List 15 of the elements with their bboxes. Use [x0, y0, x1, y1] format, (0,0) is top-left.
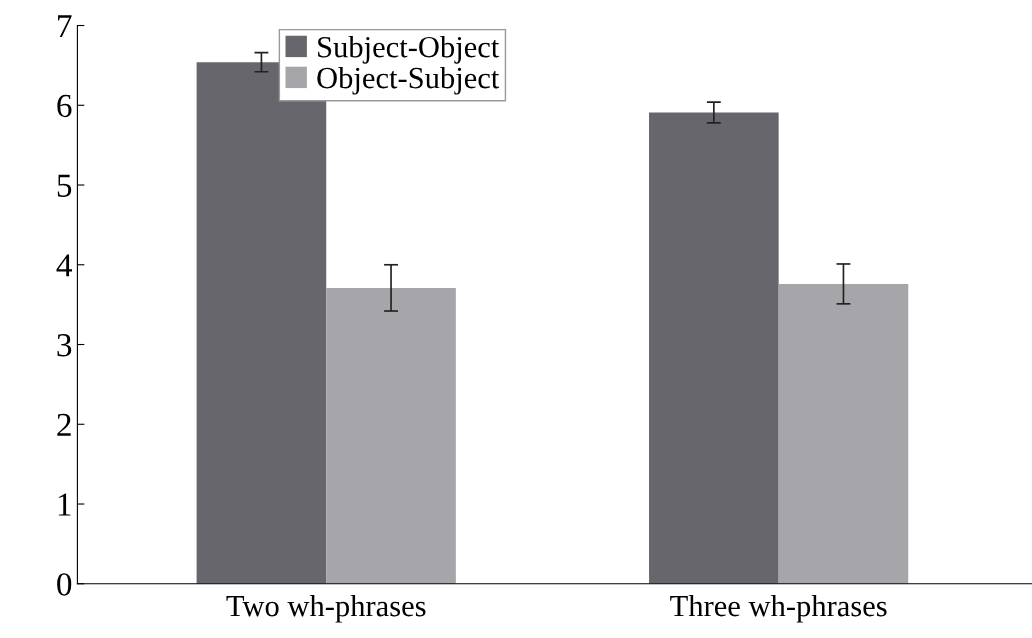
bar — [649, 112, 779, 584]
x-tick-label: Three wh-phrases — [670, 594, 887, 623]
y-tick-label: 7 — [58, 15, 72, 38]
y-tick-label: 5 — [57, 174, 72, 197]
legend-label: Object-Subject — [317, 66, 500, 95]
legend-label: Subject-Object — [318, 35, 500, 64]
y-tick-label: 0 — [57, 573, 72, 596]
y-tick-label: 6 — [57, 94, 72, 118]
bar — [778, 283, 909, 584]
y-tick-label: 2 — [57, 413, 71, 436]
x-tick-label: Two wh-phrases — [226, 594, 426, 623]
bar — [326, 287, 456, 584]
y-tick-label: 4 — [56, 254, 73, 277]
y-tick-label: 3 — [57, 334, 72, 357]
y-tick-label: 1 — [58, 493, 71, 516]
